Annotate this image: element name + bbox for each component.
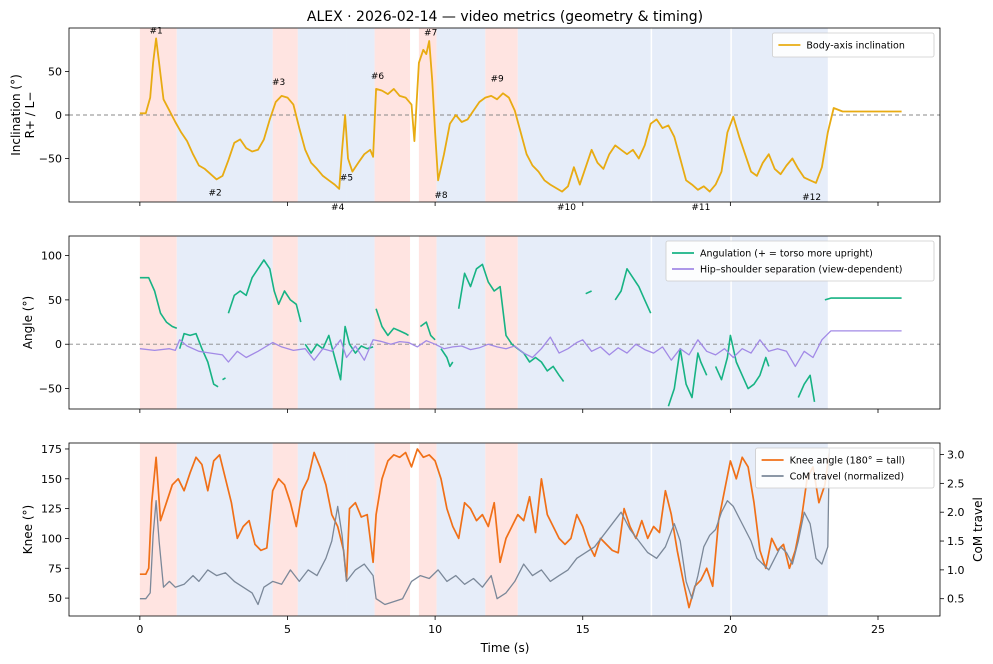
segment-shade [485, 443, 518, 616]
y2-tick-label: 0.5 [947, 593, 965, 606]
y2-tick-label: 2.0 [947, 506, 965, 519]
annotation-label: #7 [424, 28, 437, 38]
x-axis-label: Time (s) [480, 641, 530, 655]
y2-tick-label: 2.5 [947, 477, 965, 490]
series-line [419, 321, 436, 341]
series-line [178, 332, 219, 388]
legend-box [772, 32, 935, 58]
series-line [139, 448, 831, 609]
segment-shade [297, 236, 347, 409]
y-axis-label: Knee (°) [21, 505, 35, 554]
legend-label: Knee angle (180° = tall) [790, 456, 905, 467]
legend-label: CoM travel (normalized) [790, 472, 904, 483]
x-tick-label: 10 [428, 623, 442, 636]
legend-box [755, 447, 935, 489]
chart-title: ALEX · 2026-02-14 — video metrics (geome… [307, 9, 703, 25]
segment-shade [176, 443, 273, 616]
segment-shade [485, 236, 518, 409]
series-line [222, 377, 226, 381]
series-line [304, 325, 374, 381]
y2-axis-label: CoM travel [971, 497, 985, 562]
annotation-label: #5 [340, 174, 353, 184]
panel-inclination: #1 #2 #3 #4 #5 #6 #7 #8 #9 #10 #11 #12 −50 0 50 Inclina… [9, 27, 941, 213]
series-line [667, 347, 708, 407]
y-tick-label: 75 [48, 562, 62, 575]
y-tick-label: 50 [48, 294, 62, 307]
y-tick-label: −50 [39, 153, 62, 166]
y-axis-label-line2: R+ / L− [23, 92, 37, 139]
legend: Body-axis inclination [772, 32, 935, 58]
series-line [440, 348, 454, 368]
axes-frame [68, 235, 941, 410]
y-tick-label: 125 [41, 503, 62, 516]
annotation-label: #10 [557, 203, 576, 213]
y-tick-label: 50 [48, 592, 62, 605]
legend-label: Body-axis inclination [806, 41, 905, 52]
legend-label: Angulation (+ = torso more upright) [700, 249, 873, 260]
series-line [227, 259, 302, 323]
x-tick-label: 25 [871, 623, 885, 636]
series-line [139, 448, 830, 606]
x-tick-label: 5 [284, 623, 291, 636]
segment-shade [346, 443, 375, 616]
axes-frame [68, 442, 941, 617]
y-tick-label: 100 [41, 532, 62, 545]
series-line [797, 374, 816, 403]
series-line [614, 268, 652, 314]
legend: Knee angle (180° = tall) CoM travel (norm… [755, 447, 935, 489]
segment-shade [517, 236, 651, 409]
annotation-label: #6 [371, 72, 385, 82]
series-line [714, 334, 770, 390]
y-tick-label: 150 [41, 473, 62, 486]
segment-shade [374, 443, 411, 616]
y2-tick-label: 1.0 [947, 564, 965, 577]
annotation-label: #3 [272, 78, 285, 88]
y2-tick-label: 1.5 [947, 535, 965, 548]
panel-angle: −50 0 50 100 Angle (°) Angulation (+ = torso … [21, 235, 941, 413]
y2-tick-label: 3.0 [947, 449, 965, 462]
series-line [139, 37, 902, 193]
annotation-label: #8 [434, 191, 448, 201]
y-axis-label: Angle (°) [21, 296, 35, 349]
y-tick-label: 50 [48, 66, 62, 79]
panel-knee: 0 5 10 15 20 25 50 75 100 125 150 175 Knee (°) 0.5 1.0… [21, 442, 985, 636]
y-tick-label: −50 [39, 383, 62, 396]
y-tick-label: 100 [41, 250, 62, 263]
legend: Angulation (+ = torso more upright) Hip–s… [665, 240, 935, 282]
annotation-label: #11 [691, 203, 710, 213]
x-tick-label: 15 [576, 623, 590, 636]
annotation-label: #12 [802, 193, 821, 203]
legend-label: Hip–shoulder separation (view-dependent) [700, 265, 903, 276]
panels: #1#2#3#4#5#6#7#8#9#10 #11#12−50050Inclina… [9, 27, 985, 636]
segment-shade [272, 443, 298, 616]
series-line [375, 308, 409, 337]
series-line [457, 263, 565, 382]
annotation-label: #9 [490, 74, 504, 84]
segment-shade [418, 443, 437, 616]
segment-shade [346, 236, 375, 409]
series-line [585, 290, 592, 295]
annotation-label: #2 [209, 188, 222, 198]
x-tick-label: 0 [136, 623, 143, 636]
annotation-label: #1 [149, 27, 162, 37]
series-line [824, 297, 902, 301]
series-line [139, 330, 902, 368]
y-tick-label: 175 [41, 443, 62, 456]
y-axis-label: Inclination (°) [9, 74, 23, 156]
segment-shade [436, 236, 486, 409]
y-tick-label: 0 [55, 109, 62, 122]
segment-shade [176, 236, 273, 409]
segment-shade [418, 236, 437, 409]
annotation-label: #4 [331, 203, 345, 213]
legend-box [665, 240, 935, 282]
segment-shade [139, 236, 177, 409]
x-tick-label: 20 [723, 623, 737, 636]
segment-shade [272, 236, 298, 409]
y-tick-label: 0 [55, 338, 62, 351]
series-line [139, 276, 178, 330]
